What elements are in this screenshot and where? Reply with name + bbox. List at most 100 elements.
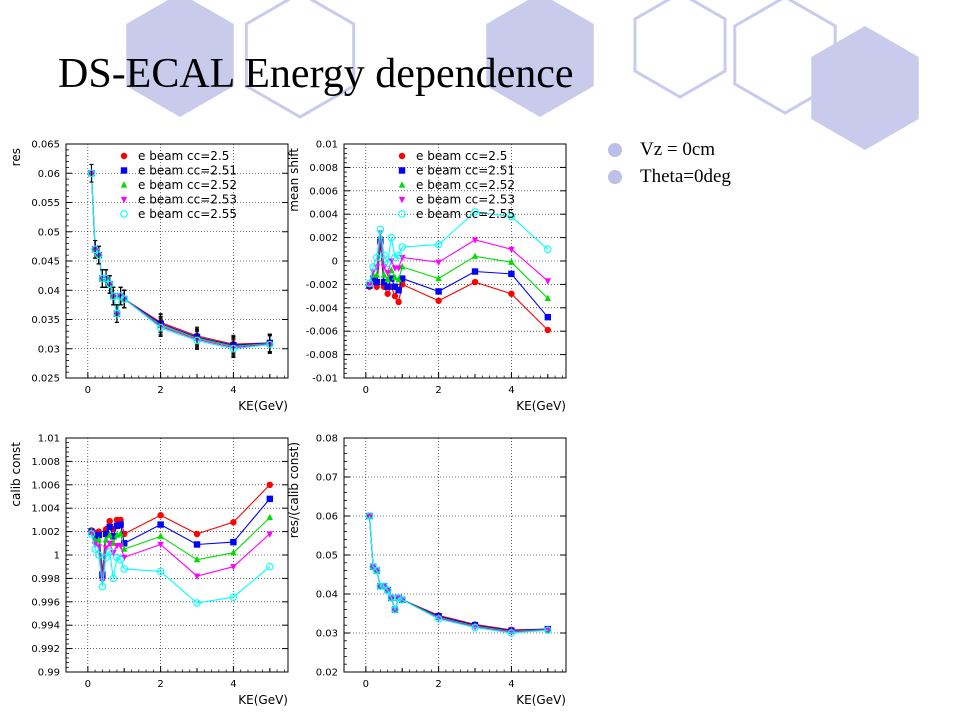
series-group bbox=[366, 230, 552, 289]
data-point bbox=[116, 555, 125, 564]
data-point bbox=[398, 167, 406, 174]
data-point bbox=[193, 573, 201, 580]
hexagon-icon bbox=[486, 0, 594, 117]
data-point bbox=[105, 547, 114, 556]
y-tick-label: 0.025 bbox=[31, 374, 60, 385]
data-point bbox=[471, 208, 479, 216]
chart-panel-res: 0.025 0.03 0.035 0.04 0.045 0.05 0.055 0.06 0.06… bbox=[6, 130, 296, 424]
data-point bbox=[391, 605, 399, 614]
y-tick-label: 0.994 bbox=[31, 621, 60, 632]
data-point bbox=[544, 313, 552, 321]
data-point bbox=[106, 517, 113, 525]
data-point bbox=[121, 545, 128, 552]
data-point bbox=[229, 593, 238, 601]
y-tick-label: 0.004 bbox=[309, 210, 338, 221]
data-point bbox=[508, 290, 515, 297]
data-point bbox=[507, 629, 516, 637]
y-tick-label: 0.07 bbox=[316, 473, 338, 484]
x-tick-label: 4 bbox=[508, 385, 514, 396]
data-point bbox=[380, 278, 388, 286]
data-point bbox=[383, 259, 392, 268]
data-point bbox=[117, 521, 124, 528]
y-tick-label: 0.055 bbox=[31, 198, 60, 209]
data-point bbox=[394, 251, 403, 259]
decorative-hexagons bbox=[126, 0, 919, 150]
data-point bbox=[266, 481, 274, 488]
data-point bbox=[91, 533, 99, 540]
data-point bbox=[95, 551, 103, 559]
data-point bbox=[117, 543, 124, 550]
series-line bbox=[368, 211, 549, 284]
series-group bbox=[366, 513, 552, 637]
y-tick-label: 0.05 bbox=[38, 227, 60, 238]
y-axis-label: res/(calib const) bbox=[287, 442, 301, 538]
series-line bbox=[368, 515, 548, 634]
data-point bbox=[95, 535, 102, 543]
y-tick-label: 0.04 bbox=[316, 590, 338, 601]
data-point bbox=[230, 564, 237, 571]
data-point bbox=[91, 545, 99, 553]
x-tick-label: 0 bbox=[363, 385, 369, 396]
data-point bbox=[373, 278, 380, 286]
y-tick-label: 0.008 bbox=[309, 163, 338, 174]
legend-label: e beam cc=2.55 bbox=[416, 207, 515, 221]
y-tick-label: 1.006 bbox=[31, 480, 60, 491]
hexagon-icon bbox=[811, 26, 919, 150]
data-point bbox=[369, 275, 377, 282]
y-tick-label: 0.996 bbox=[31, 597, 60, 608]
hexagon-icon bbox=[126, 0, 234, 117]
data-point bbox=[98, 274, 107, 283]
bullet-item: Vz = 0cm bbox=[606, 136, 731, 163]
series-group bbox=[87, 530, 274, 607]
y-tick-label: 0.03 bbox=[316, 629, 338, 640]
legend-label: e beam cc=2.52 bbox=[138, 178, 237, 192]
data-point bbox=[435, 259, 442, 266]
hexagon-icon bbox=[633, 0, 727, 99]
data-point bbox=[434, 615, 443, 623]
data-point bbox=[380, 271, 388, 278]
data-point bbox=[87, 169, 96, 177]
data-point bbox=[193, 599, 201, 607]
x-tick-label: 0 bbox=[363, 679, 369, 690]
data-point bbox=[508, 270, 515, 278]
data-point bbox=[95, 544, 102, 551]
y-tick-label: 0.04 bbox=[38, 286, 60, 297]
data-point bbox=[391, 283, 399, 290]
data-point bbox=[391, 292, 399, 300]
data-point bbox=[471, 237, 479, 244]
series-line bbox=[90, 533, 271, 604]
data-point bbox=[266, 531, 274, 538]
legend-label: e beam cc=2.52 bbox=[416, 178, 515, 192]
data-point bbox=[399, 254, 406, 262]
data-point bbox=[395, 265, 402, 272]
y-tick-label: 0.998 bbox=[31, 574, 60, 585]
y-axis-label: calib const bbox=[9, 442, 23, 507]
x-tick-label: 2 bbox=[435, 679, 441, 690]
data-point bbox=[373, 566, 381, 575]
series-line bbox=[90, 532, 271, 581]
data-point bbox=[156, 567, 165, 576]
y-tick-label: 0.045 bbox=[31, 257, 60, 268]
data-point bbox=[384, 275, 391, 283]
series-group bbox=[87, 163, 274, 359]
series-group bbox=[365, 208, 552, 287]
data-point bbox=[366, 281, 373, 289]
chart-panel-mean-shift: -0.01 -0.008 -0.006 -0.004 -0.002 0 0.002 0.004… bbox=[284, 130, 574, 424]
data-point bbox=[508, 246, 515, 254]
data-point bbox=[373, 253, 381, 262]
slide-title: DS-ECAL Energy dependence bbox=[58, 51, 574, 97]
y-tick-label: 0.08 bbox=[316, 434, 338, 445]
data-point bbox=[102, 274, 110, 283]
data-point bbox=[434, 240, 443, 249]
series-line bbox=[368, 515, 548, 633]
y-tick-label: 0.05 bbox=[316, 551, 338, 562]
data-point bbox=[387, 233, 396, 242]
x-tick-label: 4 bbox=[230, 385, 236, 396]
data-point bbox=[435, 288, 442, 295]
chart-panel-res-over-calib: 0.02 0.03 0.04 0.05 0.06 0.07 0.08 0 2 4 KE(GeV) re… bbox=[284, 424, 574, 718]
data-point bbox=[230, 548, 237, 556]
data-point bbox=[398, 210, 406, 218]
data-point bbox=[369, 263, 377, 271]
x-tick-label: 2 bbox=[157, 679, 163, 690]
data-point bbox=[109, 574, 118, 583]
